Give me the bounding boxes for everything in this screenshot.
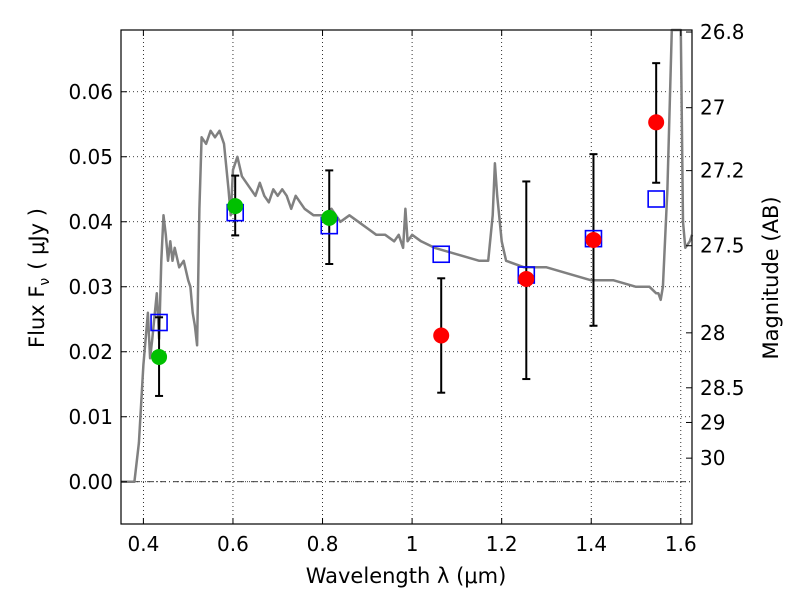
data-point <box>433 327 450 344</box>
x-tick-label: 1.2 <box>486 532 518 556</box>
y-tick-label: 0.00 <box>68 470 113 494</box>
y-tick-label: 0.02 <box>68 340 113 364</box>
grid <box>121 30 692 524</box>
right-axis-title: Magnitude (AB) <box>759 196 783 359</box>
y-tick-label: 0.05 <box>68 145 113 169</box>
right-tick-label: 28 <box>700 321 725 345</box>
ticks: 0.4 0.6 0.8 1 1.2 1.4 1.6 0.00 0.01 0.02 0.03 0.04 0… <box>68 20 744 556</box>
sed-line <box>121 28 694 484</box>
y-tick-label: 0.04 <box>68 210 113 234</box>
y-tick-label: 0.01 <box>68 405 113 429</box>
model-square <box>150 313 168 332</box>
model-square <box>647 190 665 208</box>
right-tick-label: 30 <box>700 446 725 470</box>
y-axis-title-main: Flux F <box>25 286 49 348</box>
data-point <box>151 348 168 365</box>
data-point <box>648 114 665 131</box>
right-tick-label: 28.5 <box>700 376 745 400</box>
svg-text:Flux Fν( μJy ): Flux Fν ( μJy ) <box>25 208 53 348</box>
right-tick-label: 27.5 <box>700 234 745 258</box>
x-axis-title: Wavelength λ (μm) <box>306 564 507 588</box>
model-points <box>150 190 665 332</box>
observed-points <box>151 114 665 365</box>
data-point <box>518 270 535 287</box>
y-axis-title-sub: ν <box>37 278 53 286</box>
data-point <box>321 209 338 226</box>
data-point <box>585 231 602 248</box>
right-tick-label: 27.2 <box>700 159 745 183</box>
x-tick-label: 1.4 <box>575 532 607 556</box>
data-point <box>227 198 244 215</box>
x-tick-label: 1 <box>406 532 419 556</box>
y-axis-title: Flux Fν ( μJy ) <box>25 208 53 348</box>
model-square <box>432 245 451 264</box>
right-tick-label: 26.8 <box>700 20 745 44</box>
x-tick-label: 0.8 <box>307 532 339 556</box>
x-tick-label: 0.6 <box>217 532 249 556</box>
y-axis-title-unit: ( μJy ) <box>25 208 49 270</box>
x-tick-label: 1.6 <box>665 532 697 556</box>
right-tick-label: 29 <box>700 410 725 434</box>
y-tick-label: 0.03 <box>68 275 113 299</box>
plot-frame <box>120 29 693 525</box>
y-tick-label: 0.06 <box>68 80 113 104</box>
sed-curve <box>121 28 694 484</box>
x-tick-label: 0.4 <box>127 532 159 556</box>
right-tick-label: 27 <box>700 96 725 120</box>
